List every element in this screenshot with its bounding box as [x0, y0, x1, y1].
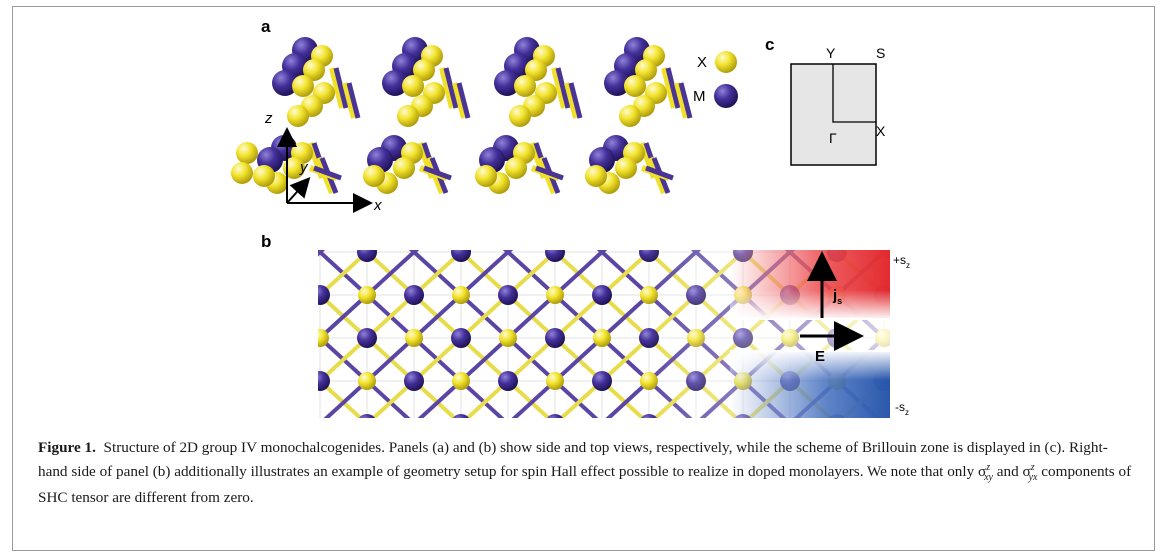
panel-label-b: b [261, 232, 272, 251]
y-axis-label: y [299, 159, 309, 176]
figure-caption: Figure 1. Structure of 2D group IV monoc… [38, 438, 1133, 508]
figure-graphics: X M z y x Y S Γ X js E +sz -sz [231, 37, 910, 418]
panel-label-c: c [765, 35, 775, 54]
y-axis-arrow [286, 177, 311, 204]
bz-x-label: X [876, 123, 886, 139]
metal-legend-atom [714, 84, 738, 108]
coordinate-axes: z y x [264, 110, 382, 214]
brillouin-path [832, 64, 876, 123]
legend-m-label: M [693, 88, 706, 105]
brillouin-zone: Y S Γ X [790, 45, 886, 166]
sigma-xy-sub: xy [984, 472, 993, 484]
sigma-yx-sup: z [1030, 462, 1035, 473]
figure-frame [12, 6, 1155, 551]
spin-current-label: js [832, 287, 842, 306]
side-view-unit [363, 37, 471, 195]
minus-sz-label: -sz [895, 400, 909, 417]
side-view-structure [231, 37, 693, 195]
plus-sz-label: +sz [893, 253, 910, 270]
chalcogen-legend-atom [715, 51, 737, 73]
sigma-yx-sub: yx [1028, 472, 1038, 484]
legend-x-label: X [697, 54, 707, 71]
side-view-unit [585, 37, 693, 195]
caption-text: Structure of 2D group IV monochalcogenid… [38, 439, 1108, 481]
z-axis-label: z [264, 110, 273, 127]
electric-field-label: E [815, 348, 825, 365]
panel-label-a: a [261, 17, 271, 36]
caption-mid: and σ [992, 463, 1031, 481]
caption-end: components of SHC tensor are different f… [38, 463, 1132, 507]
sigma-xy-sup: z [986, 462, 991, 473]
caption-label: Figure 1. [38, 439, 96, 456]
bz-y-label: Y [826, 45, 836, 61]
side-view-unit [231, 37, 361, 195]
bz-gamma-label: Γ [829, 130, 837, 146]
bz-s-label: S [876, 45, 885, 61]
spin-hall-setup: js E +sz -sz [730, 250, 910, 418]
x-axis-label: x [373, 197, 382, 214]
side-view-unit [475, 37, 583, 195]
